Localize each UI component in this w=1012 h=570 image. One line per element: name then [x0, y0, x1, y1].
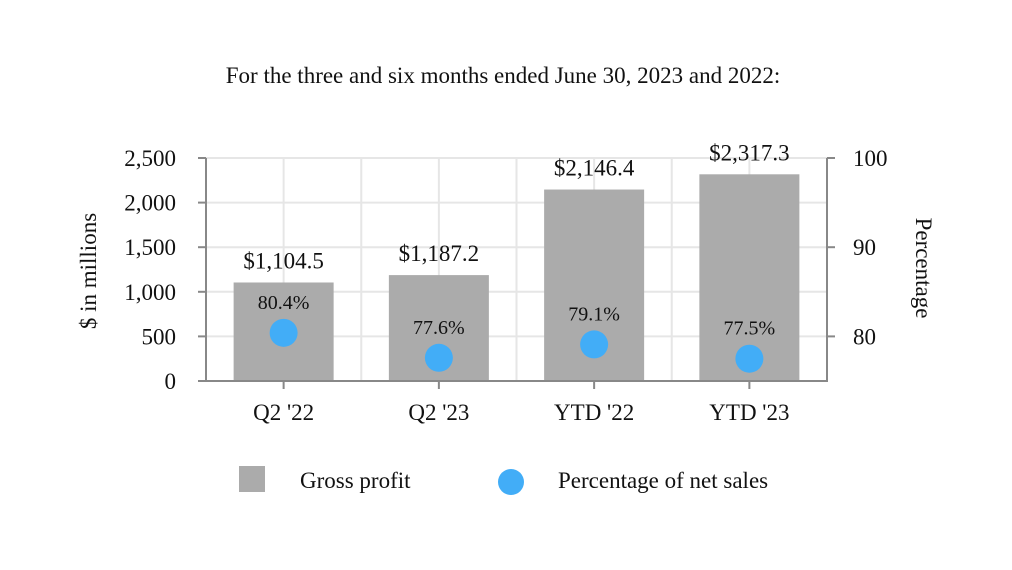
- left-axis-tick-label: 1,000: [124, 280, 176, 305]
- legend-gross-profit-swatch: [239, 466, 265, 492]
- percentage-point: [269, 318, 298, 347]
- bar-data-label: $1,104.5: [243, 248, 324, 273]
- x-axis-tick-label: Q2 '22: [253, 400, 314, 425]
- left-axis-tick-labels: 0 500 1,000 1,500 2,000 2,500: [124, 146, 176, 394]
- bar-data-label: $2,146.4: [554, 156, 635, 181]
- right-axis-tick-label: 100: [853, 146, 888, 171]
- bar-data-label: $2,317.3: [709, 140, 790, 165]
- left-axis-title: $ in millions: [76, 213, 101, 329]
- percentage-point: [735, 344, 764, 373]
- x-axis-tick-labels: Q2 '22 Q2 '23 YTD '22 YTD '23: [253, 400, 789, 425]
- x-axis-tick-label: Q2 '23: [408, 400, 469, 425]
- percentage-data-label: 77.6%: [413, 317, 465, 339]
- left-axis-tick-label: 1,500: [124, 235, 176, 260]
- legend-gross-profit-label: Gross profit: [300, 468, 411, 493]
- bar-data-labels: $1,104.5 $1,187.2 $2,146.4 $2,317.3: [243, 140, 789, 273]
- right-axis-tick-label: 90: [853, 235, 876, 260]
- legend: Gross profit Percentage of net sales: [239, 466, 768, 495]
- percentage-point: [424, 343, 453, 372]
- percentage-point: [580, 330, 609, 359]
- legend-percentage-swatch: [498, 469, 524, 495]
- x-axis-tick-label: YTD '22: [554, 400, 634, 425]
- chart-title: For the three and six months ended June …: [226, 63, 780, 88]
- legend-percentage-label: Percentage of net sales: [558, 468, 768, 493]
- percentage-data-label: 79.1%: [568, 303, 620, 325]
- left-axis-tick-label: 2,500: [124, 146, 176, 171]
- right-axis-tick-labels: 80 90 100: [853, 146, 888, 349]
- left-axis-tick-label: 2,000: [124, 191, 176, 216]
- right-axis-title: Percentage: [911, 218, 936, 319]
- percentage-data-labels: 80.4% 77.6% 79.1% 77.5%: [258, 292, 775, 340]
- right-axis-tick-label: 80: [853, 324, 876, 349]
- percentage-data-label: 77.5%: [724, 318, 776, 340]
- percentage-data-label: 80.4%: [258, 292, 310, 314]
- percentage-points: [269, 318, 764, 373]
- x-axis-tick-label: YTD '23: [709, 400, 789, 425]
- bar-data-label: $1,187.2: [399, 241, 480, 266]
- left-axis-tick-label: 0: [165, 369, 177, 394]
- left-axis-tick-label: 500: [142, 324, 177, 349]
- axes: [198, 157, 835, 389]
